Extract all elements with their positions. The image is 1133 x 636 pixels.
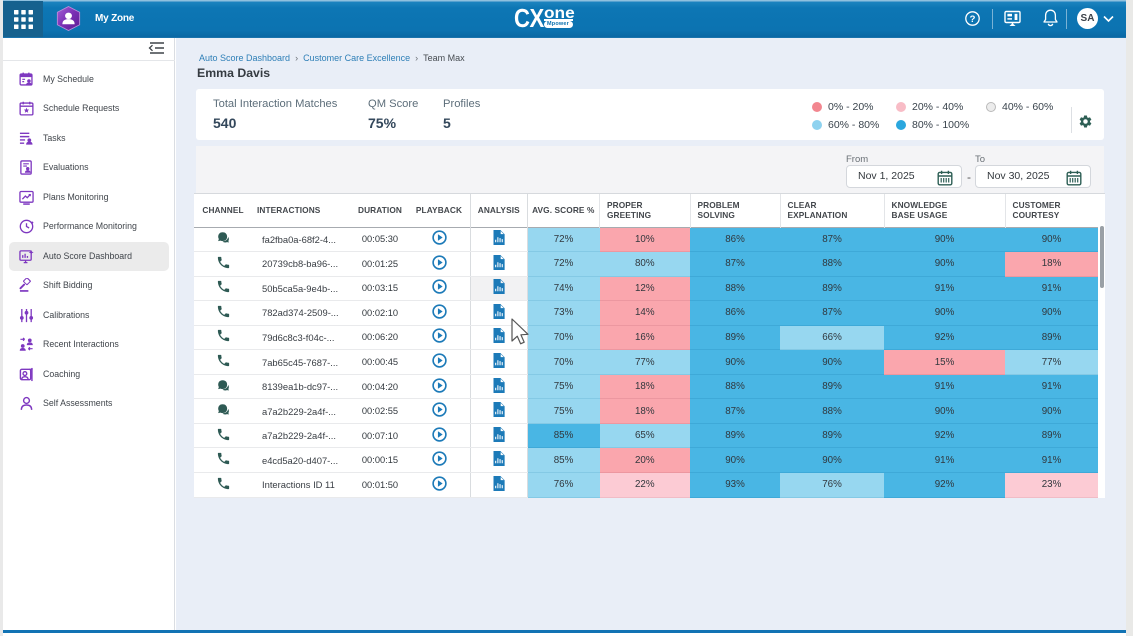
svg-text:?: ? (970, 14, 976, 25)
